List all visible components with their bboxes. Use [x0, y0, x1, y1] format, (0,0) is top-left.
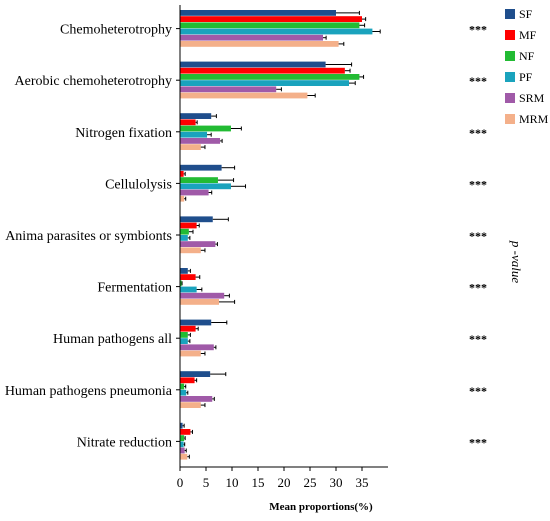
bar-MRM-4	[180, 247, 201, 254]
significance-marker-4: ***	[469, 229, 487, 243]
bar-SRM-8	[180, 447, 185, 454]
legend-label-MF: MF	[519, 28, 537, 42]
x-tick-label-0: 0	[177, 475, 184, 490]
legend-swatch-MF	[505, 30, 515, 40]
bar-NF-0	[180, 22, 360, 29]
category-label-4: Anima parasites or symbionts	[5, 229, 172, 244]
labels-layer: Chemoheterotrophy *** Aerobic chemoheterot…	[5, 23, 487, 451]
legend-label-PF: PF	[519, 70, 533, 84]
significance-marker-3: ***	[469, 177, 487, 191]
x-tick-label-5: 5	[203, 475, 210, 490]
x-tick-label-10: 10	[226, 475, 239, 490]
bar-SF-6	[180, 319, 212, 326]
axes-layer: 0 5 10 15 20 25 30 35	[176, 5, 388, 490]
bar-MRM-3	[180, 195, 185, 202]
bar-NF-4	[180, 228, 189, 235]
legend-swatch-SRM	[505, 93, 515, 103]
bar-SRM-7	[180, 396, 213, 402]
bar-MRM-1	[180, 92, 308, 99]
significance-marker-5: ***	[469, 281, 487, 295]
bar-PF-7	[180, 389, 187, 396]
bar-MF-5	[180, 274, 196, 280]
bar-MF-2	[180, 119, 196, 126]
bar-MF-3	[180, 171, 184, 177]
bar-MF-7	[180, 377, 195, 384]
bar-PF-0	[180, 28, 373, 35]
bar-NF-5	[180, 280, 182, 287]
bar-NF-1	[180, 74, 360, 80]
bar-PF-1	[180, 80, 349, 86]
bar-MF-1	[180, 67, 345, 74]
x-tick-label-15: 15	[252, 475, 265, 490]
bar-SRM-1	[180, 86, 277, 93]
bar-NF-3	[180, 177, 218, 183]
bar-SRM-0	[180, 34, 323, 41]
bar-SF-7	[180, 371, 211, 377]
bar-PF-3	[180, 183, 231, 190]
legend: SF MF NF PF SRM MRM	[505, 7, 549, 126]
bar-PF-8	[180, 441, 184, 448]
category-label-5: Fermentation	[97, 281, 172, 296]
significance-marker-6: ***	[469, 332, 487, 346]
bar-SRM-5	[180, 292, 225, 299]
category-label-6: Human pathogens all	[53, 332, 172, 347]
x-tick-label-35: 35	[356, 475, 369, 490]
category-label-8: Nitrate reduction	[77, 435, 172, 450]
bar-SF-8	[180, 422, 183, 429]
bar-SRM-4	[180, 241, 216, 247]
legend-swatch-PF	[505, 72, 515, 82]
bar-MRM-0	[180, 41, 339, 47]
bar-SF-4	[180, 216, 213, 223]
category-label-3: Cellulolysis	[105, 177, 172, 192]
bar-MF-4	[180, 222, 197, 229]
category-label-0: Chemoheterotrophy	[60, 23, 172, 38]
bar-MRM-8	[180, 453, 188, 460]
x-tick-label-20: 20	[278, 475, 291, 490]
bar-SF-0	[180, 10, 336, 16]
bar-NF-6	[180, 332, 188, 338]
bar-MF-8	[180, 429, 191, 435]
significance-marker-7: ***	[469, 384, 487, 398]
x-tick-label-30: 30	[330, 475, 343, 490]
bar-NF-2	[180, 125, 231, 132]
legend-label-MRM: MRM	[519, 112, 549, 126]
legend-label-SRM: SRM	[519, 91, 545, 105]
bar-MRM-5	[180, 299, 219, 305]
legend-swatch-MRM	[505, 114, 515, 124]
bar-PF-4	[180, 235, 188, 241]
bars-layer	[180, 10, 381, 460]
bar-PF-2	[180, 131, 208, 138]
bar-MF-0	[180, 16, 362, 22]
category-label-7: Human pathogens pneumonia	[5, 384, 173, 399]
significance-marker-8: ***	[469, 435, 487, 449]
legend-swatch-NF	[505, 51, 515, 61]
significance-marker-0: ***	[469, 23, 487, 37]
legend-label-NF: NF	[519, 49, 535, 63]
legend-label-SF: SF	[519, 7, 533, 21]
legend-swatch-SF	[505, 9, 515, 19]
bar-PF-5	[180, 286, 197, 293]
x-axis-label: Mean proportions(%)	[269, 501, 373, 513]
category-label-1: Aerobic chemoheterotrophy	[15, 74, 172, 89]
bar-SRM-6	[180, 344, 214, 351]
bar-SRM-2	[180, 138, 221, 144]
bar-SF-5	[180, 268, 188, 274]
bar-NF-7	[180, 383, 185, 390]
bar-NF-8	[180, 435, 185, 441]
bar-SF-1	[180, 61, 326, 68]
bar-MRM-6	[180, 350, 201, 357]
bar-MF-6	[180, 325, 196, 332]
bar-MRM-2	[180, 144, 201, 150]
category-label-2: Nitrogen fixation	[75, 126, 172, 141]
bar-MRM-7	[180, 402, 201, 408]
bar-SF-3	[180, 164, 222, 171]
bar-SF-2	[180, 113, 212, 119]
significance-marker-1: ***	[469, 74, 487, 88]
bar-PF-6	[180, 338, 188, 344]
bar-SRM-3	[180, 189, 209, 196]
x-tick-label-25: 25	[304, 475, 317, 490]
p-value-label: p -value	[509, 240, 524, 283]
significance-marker-2: ***	[469, 126, 487, 140]
